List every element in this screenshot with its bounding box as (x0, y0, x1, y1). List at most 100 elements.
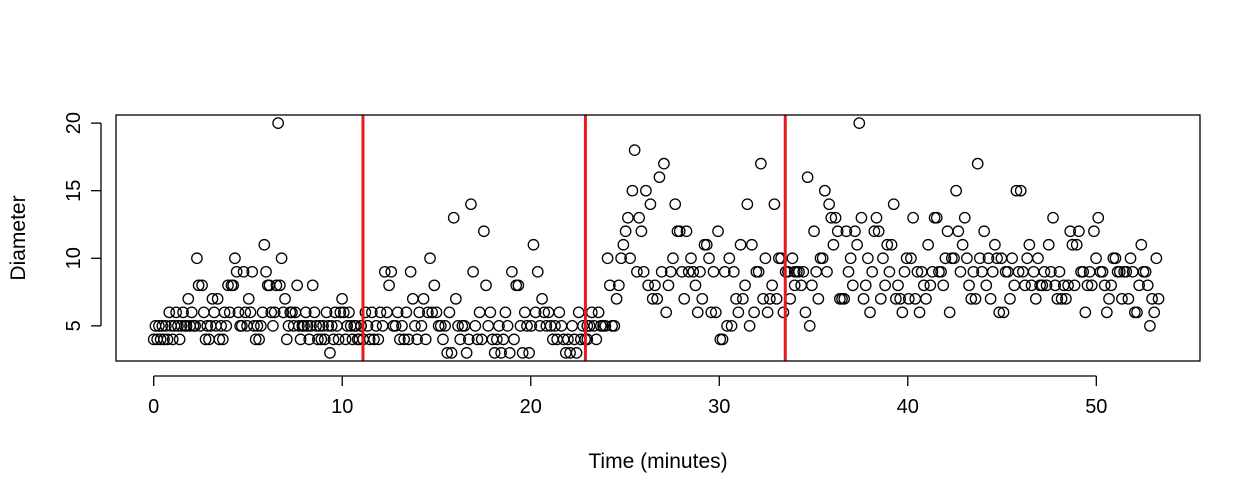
data-point (372, 333, 385, 346)
data-point (610, 292, 623, 305)
data-point (462, 333, 475, 346)
data-point (682, 265, 695, 278)
data-point (1027, 265, 1040, 278)
data-point (197, 306, 210, 319)
data-point (374, 306, 387, 319)
data-point (327, 333, 340, 346)
data-point (465, 198, 477, 211)
data-point (441, 347, 454, 359)
data-point (874, 292, 887, 305)
data-point (270, 279, 283, 292)
data-point (1141, 279, 1154, 292)
y-axis: 5 10 15 20 (63, 112, 102, 331)
data-point (161, 333, 174, 346)
data-point (930, 211, 943, 224)
data-point (973, 252, 986, 265)
data-point (280, 333, 293, 346)
data-point (592, 306, 605, 319)
data-point (239, 306, 252, 319)
data-point (1090, 252, 1102, 265)
data-point (718, 265, 731, 278)
data-point (249, 333, 262, 346)
data-point (325, 320, 338, 332)
data-point (471, 333, 484, 346)
data-point (743, 320, 756, 332)
x-axis: 0 10 20 30 40 50 (148, 375, 1107, 418)
data-point (1019, 279, 1031, 292)
data-point (478, 225, 490, 238)
data-point (1131, 306, 1143, 319)
data-point (986, 265, 999, 278)
data-point (1047, 211, 1059, 224)
data-point (989, 238, 1001, 251)
data-point (439, 320, 451, 332)
data-point (255, 320, 267, 332)
data-point (383, 279, 395, 292)
data-point (1088, 225, 1100, 238)
data-point (1045, 265, 1057, 278)
data-point (154, 333, 167, 346)
data-point (232, 306, 245, 319)
data-point (1098, 279, 1111, 292)
data-point (984, 292, 997, 305)
data-point (831, 225, 844, 238)
data-point (274, 279, 286, 292)
data-point (501, 320, 514, 332)
data-point (170, 306, 183, 319)
data-point (1144, 320, 1156, 332)
data-point (1068, 279, 1081, 292)
data-point (868, 225, 881, 238)
data-point (896, 306, 909, 319)
data-point (1101, 306, 1113, 319)
data-point (1066, 238, 1079, 251)
data-point (707, 265, 720, 278)
data-point (662, 279, 675, 292)
data-point (892, 279, 904, 292)
data-point (980, 279, 993, 292)
data-point (1124, 252, 1137, 265)
data-point (177, 306, 189, 319)
data-point (954, 265, 967, 278)
data-point (613, 279, 625, 292)
data-point (521, 320, 533, 332)
data-point (211, 292, 224, 305)
data-point (660, 306, 673, 319)
plot-frame (115, 114, 1201, 362)
data-point (156, 320, 169, 332)
data-point (943, 306, 956, 319)
data-point (603, 279, 616, 292)
data-point (1060, 292, 1072, 305)
data-point (549, 320, 561, 332)
data-point (310, 320, 322, 332)
data-point (900, 252, 913, 265)
data-point (394, 333, 406, 346)
data-point (917, 279, 930, 292)
x-tick-label: 20 (520, 396, 542, 418)
data-point (969, 292, 982, 305)
data-point (750, 265, 763, 278)
data-point (801, 171, 814, 184)
data-point (997, 306, 1010, 319)
data-point (732, 306, 745, 319)
data-point (678, 292, 691, 305)
data-point (764, 292, 776, 305)
x-tick-label: 0 (148, 396, 159, 418)
data-point (308, 306, 321, 319)
data-point (669, 198, 682, 211)
data-point (253, 333, 265, 346)
data-point (825, 211, 838, 224)
data-point (424, 252, 436, 265)
data-point (635, 225, 648, 238)
data-point (628, 144, 641, 156)
data-point (376, 320, 389, 332)
data-point (866, 265, 879, 278)
data-point (961, 252, 973, 265)
data-point (1049, 279, 1062, 292)
data-point (180, 320, 193, 332)
data-point (454, 333, 467, 346)
data-point (788, 279, 801, 292)
data-point (1139, 265, 1152, 278)
data-point (531, 265, 544, 278)
data-point (909, 292, 922, 305)
data-point (808, 225, 820, 238)
